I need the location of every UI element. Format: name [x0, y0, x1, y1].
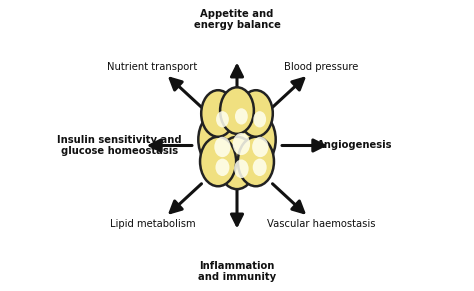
Ellipse shape	[234, 159, 249, 178]
Text: Blood pressure: Blood pressure	[284, 62, 358, 72]
Text: Inflammation
and immunity: Inflammation and immunity	[198, 261, 276, 282]
Text: Nutrient transport: Nutrient transport	[108, 62, 198, 72]
Ellipse shape	[201, 90, 235, 137]
Text: Lipid metabolism: Lipid metabolism	[110, 219, 195, 229]
Ellipse shape	[200, 137, 236, 186]
Ellipse shape	[216, 108, 258, 166]
Text: Vascular haemostasis: Vascular haemostasis	[267, 219, 375, 229]
Ellipse shape	[252, 137, 268, 157]
Text: Insulin sensitivity and
glucose homeostasis: Insulin sensitivity and glucose homeosta…	[57, 135, 182, 156]
Ellipse shape	[236, 112, 276, 167]
Ellipse shape	[235, 108, 248, 125]
Ellipse shape	[253, 159, 267, 176]
Text: Angiogenesis: Angiogenesis	[317, 141, 392, 150]
Ellipse shape	[220, 87, 254, 134]
Ellipse shape	[216, 159, 229, 176]
Ellipse shape	[218, 137, 256, 189]
Ellipse shape	[239, 90, 273, 137]
Ellipse shape	[238, 137, 274, 186]
Text: Appetite and
energy balance: Appetite and energy balance	[193, 9, 281, 30]
Ellipse shape	[214, 137, 230, 157]
Ellipse shape	[253, 111, 266, 127]
Ellipse shape	[233, 133, 250, 155]
Ellipse shape	[198, 112, 238, 167]
Ellipse shape	[216, 111, 229, 127]
